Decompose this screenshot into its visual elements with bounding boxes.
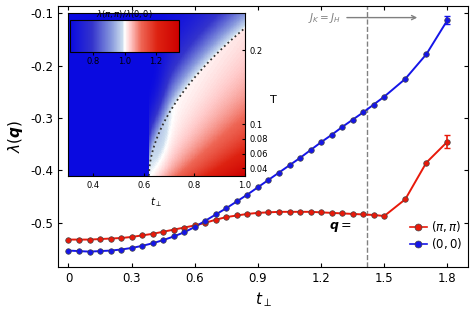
Legend: $(\pi, \pi)$, $(0, 0)$: $(\pi, \pi)$, $(0, 0)$ (405, 215, 466, 256)
Y-axis label: $\lambda(\boldsymbol{q})$: $\lambda(\boldsymbol{q})$ (6, 120, 25, 153)
Point (223, 215, 230, 220)
Point (359, 110, 367, 115)
Point (328, 210, 336, 215)
Point (181, 225, 188, 230)
Point (149, 241, 156, 246)
Point (96, 237, 104, 242)
Point (264, 177, 272, 182)
Point (138, 243, 146, 249)
Point (65, 248, 73, 253)
Point (191, 225, 199, 230)
Point (170, 234, 178, 239)
Point (107, 248, 114, 253)
Point (381, 214, 388, 219)
Point (75, 249, 83, 254)
Point (75, 237, 83, 242)
X-axis label: $t_\perp$: $t_\perp$ (255, 291, 272, 309)
Point (422, 160, 430, 165)
Point (317, 140, 325, 145)
Point (444, 18, 451, 23)
Point (212, 217, 219, 222)
Point (370, 102, 377, 107)
Point (359, 212, 367, 217)
Point (275, 209, 283, 214)
Point (286, 209, 293, 214)
Point (159, 229, 167, 234)
Point (118, 236, 125, 241)
Text: $\boldsymbol{q} =$: $\boldsymbol{q} =$ (329, 220, 351, 234)
Point (181, 230, 188, 235)
Point (233, 213, 241, 218)
Point (349, 117, 356, 122)
Point (212, 212, 219, 217)
Point (307, 209, 314, 214)
Point (401, 197, 409, 202)
Point (328, 132, 336, 137)
Point (307, 147, 314, 152)
Point (338, 211, 346, 216)
Point (201, 218, 209, 223)
Point (128, 245, 136, 250)
Point (254, 185, 262, 190)
Point (96, 249, 104, 254)
Point (118, 247, 125, 252)
Point (275, 170, 283, 175)
Point (86, 237, 93, 242)
Point (159, 238, 167, 243)
Point (223, 206, 230, 211)
Point (191, 223, 199, 228)
Point (338, 124, 346, 129)
Point (349, 211, 356, 216)
Point (201, 220, 209, 225)
Point (422, 52, 430, 57)
Point (317, 210, 325, 215)
Point (254, 210, 262, 215)
Point (296, 209, 304, 214)
Point (170, 227, 178, 232)
Point (370, 212, 377, 217)
Point (244, 211, 251, 216)
Text: $J_K = J_H$: $J_K = J_H$ (309, 11, 416, 25)
Point (296, 155, 304, 160)
Point (65, 237, 73, 242)
Point (138, 233, 146, 238)
Point (264, 210, 272, 215)
Point (233, 199, 241, 204)
Point (444, 139, 451, 144)
Point (107, 236, 114, 241)
Point (86, 249, 93, 254)
Point (286, 163, 293, 168)
Point (401, 76, 409, 81)
Point (149, 231, 156, 236)
Point (381, 94, 388, 99)
Point (244, 192, 251, 197)
Point (128, 234, 136, 239)
